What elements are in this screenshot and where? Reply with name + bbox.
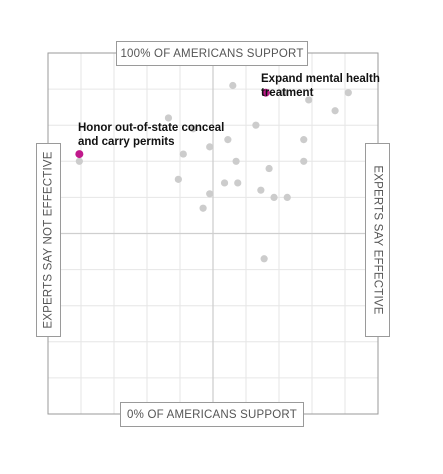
bottom-axis-label-text: 0% OF AMERICANS SUPPORT xyxy=(127,408,297,421)
data-point xyxy=(234,179,242,187)
highlighted-points xyxy=(75,88,270,159)
data-point xyxy=(206,143,214,151)
data-point xyxy=(199,204,207,212)
data-points xyxy=(75,81,352,263)
data-point xyxy=(179,150,187,158)
data-point xyxy=(174,175,182,183)
data-point xyxy=(189,125,197,133)
data-point xyxy=(280,89,288,97)
data-point xyxy=(260,255,268,263)
left-axis-label: EXPERTS SAY NOT EFFECTIVE xyxy=(36,143,61,337)
annotation-conceal-carry: Honor out-of-state conceal and carry per… xyxy=(78,122,225,148)
data-point xyxy=(224,136,232,144)
data-point xyxy=(75,157,83,165)
top-axis-label-text: 100% OF AMERICANS SUPPORT xyxy=(120,47,304,60)
data-point xyxy=(232,157,240,165)
left-axis-label-text: EXPERTS SAY NOT EFFECTIVE xyxy=(42,151,55,329)
data-point xyxy=(265,164,273,173)
data-point xyxy=(220,179,229,187)
bottom-axis-label: 0% OF AMERICANS SUPPORT xyxy=(120,402,304,427)
highlighted-point xyxy=(261,88,270,97)
data-point xyxy=(252,121,260,129)
annotation-mental-health: Expand mental health treatment xyxy=(261,73,380,99)
data-point xyxy=(305,96,313,104)
data-point xyxy=(206,190,214,198)
data-point xyxy=(229,81,237,90)
data-point xyxy=(331,107,339,115)
highlighted-point xyxy=(75,150,84,159)
data-point xyxy=(344,89,352,97)
center-axes xyxy=(48,53,378,414)
right-axis-label-text: EXPERTS SAY EFFECTIVE xyxy=(371,165,384,315)
data-point xyxy=(300,157,308,165)
data-point xyxy=(257,186,265,194)
top-axis-label: 100% OF AMERICANS SUPPORT xyxy=(116,41,308,66)
data-point xyxy=(300,136,308,144)
right-axis-label: EXPERTS SAY EFFECTIVE xyxy=(365,143,390,337)
data-point xyxy=(283,193,291,201)
data-point xyxy=(270,193,278,201)
data-point xyxy=(164,114,173,122)
